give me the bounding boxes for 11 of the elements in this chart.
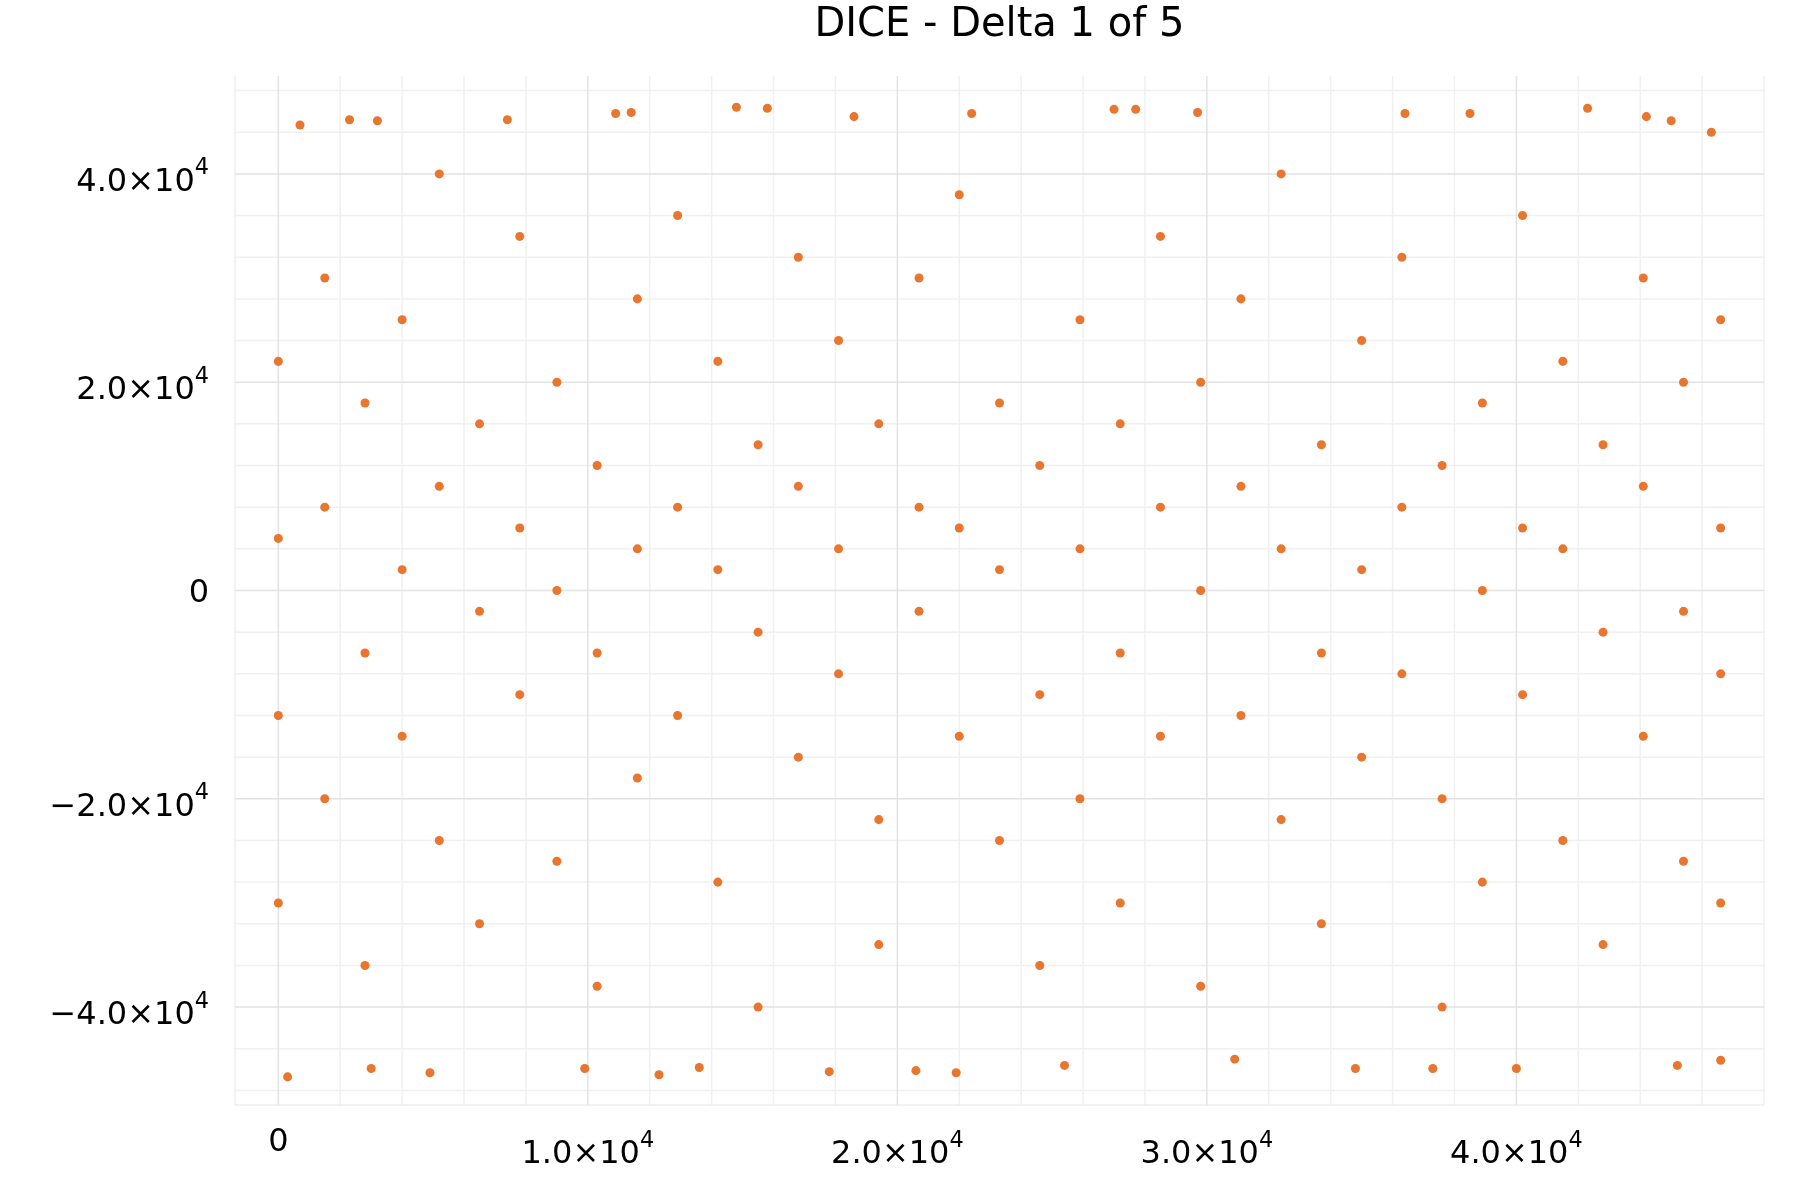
y-tick-label: −2.0×10$^{4}$ bbox=[49, 778, 209, 824]
y-tick-label: 4.0×10$^{4}$ bbox=[76, 153, 209, 199]
y-tick-label: 2.0×10$^{4}$ bbox=[76, 361, 209, 408]
x-tick-label: 0 bbox=[268, 1121, 289, 1159]
y-tick-label: −4.0×10$^{4}$ bbox=[49, 986, 209, 1033]
x-tick-label: 4.0×10$^{4}$ bbox=[1450, 1125, 1583, 1171]
x-tick-label: 2.0×10$^{4}$ bbox=[831, 1125, 964, 1171]
y-tick-label: 0 bbox=[188, 571, 209, 610]
x-tick-label: 1.0×10$^{4}$ bbox=[521, 1125, 655, 1171]
chart-title: DICE - Delta 1 of 5 bbox=[813, 0, 1186, 45]
x-tick-label: 3.0×10$^{4}$ bbox=[1140, 1125, 1274, 1171]
